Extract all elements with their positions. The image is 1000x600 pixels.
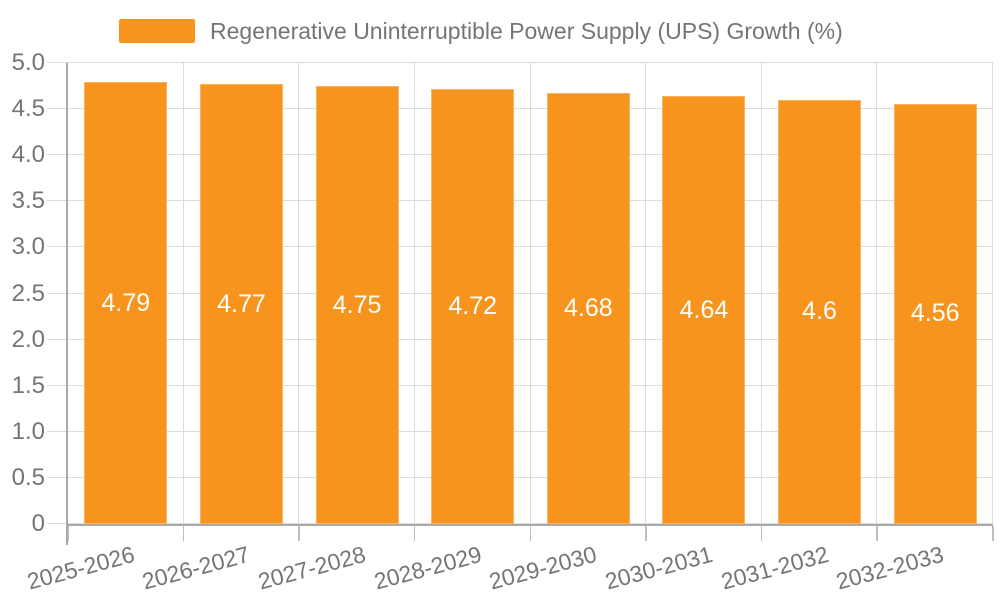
y-tick: [47, 384, 68, 386]
x-axis-line: [68, 524, 993, 526]
y-axis-label: 4.5: [11, 95, 45, 123]
y-gridline: [68, 108, 993, 110]
bar-value-label: 4.75: [332, 290, 382, 319]
x-tick: [760, 526, 763, 541]
bar[interactable]: 4.79: [84, 82, 168, 524]
y-gridline: [68, 200, 993, 202]
x-tick: [298, 526, 300, 541]
y-gridline: [68, 523, 993, 524]
x-tick: [529, 526, 531, 541]
y-gridline: [68, 338, 993, 340]
y-axis-label: 3.5: [11, 187, 45, 215]
y-axis-label: 2.0: [11, 325, 45, 353]
y-gridline: [68, 292, 993, 294]
bar-value-label: 4.72: [448, 291, 498, 320]
y-axis-label: 0.5: [11, 463, 45, 491]
legend-swatch-icon[interactable]: [119, 19, 195, 43]
y-tick: [47, 246, 68, 248]
y-axis-label: 1.5: [11, 371, 45, 399]
bar[interactable]: 4.56: [893, 103, 977, 524]
y-gridline: [68, 476, 993, 478]
bar-value-label: 4.77: [217, 289, 266, 318]
bar[interactable]: 4.6: [778, 99, 862, 524]
bar-value-label: 4.68: [563, 293, 613, 322]
y-gridline: [68, 430, 993, 432]
y-tick: [47, 338, 68, 340]
x-gridline: [992, 63, 993, 524]
y-axis-label: 0: [31, 510, 45, 537]
x-tick: [992, 526, 994, 541]
bar-value-label: 4.79: [101, 288, 151, 317]
y-tick: [47, 154, 68, 156]
y-tick: [47, 62, 68, 63]
bar[interactable]: 4.75: [315, 86, 399, 524]
legend-label[interactable]: Regenerative Uninterruptible Power Suppl…: [210, 17, 843, 44]
bar[interactable]: 4.77: [199, 84, 283, 524]
y-gridline: [68, 154, 993, 156]
y-tick: [47, 292, 68, 294]
bar-value-label: 4.56: [910, 299, 960, 328]
x-tick: [645, 526, 647, 541]
y-axis-label: 2.5: [11, 279, 45, 307]
x-gridline: [529, 63, 531, 524]
x-tick: [413, 526, 416, 541]
y-axis-label: 5.0: [11, 49, 45, 76]
y-tick: [47, 430, 68, 432]
x-gridline: [182, 63, 184, 524]
bar[interactable]: 4.68: [546, 92, 630, 524]
bar-value-label: 4.6: [802, 297, 837, 326]
x-tick: [876, 526, 878, 541]
legend[interactable]: Regenerative Uninterruptible Power Suppl…: [119, 17, 843, 45]
x-gridline: [760, 63, 762, 524]
y-gridline: [68, 62, 993, 63]
x-gridline: [298, 63, 300, 524]
x-gridline: [876, 63, 878, 524]
bar[interactable]: 4.72: [431, 88, 515, 524]
bar-value-label: 4.64: [679, 295, 729, 324]
bar[interactable]: 4.64: [662, 96, 746, 524]
y-tick: [47, 108, 68, 110]
y-axis-label: 1.0: [11, 417, 45, 445]
x-tick: [182, 526, 185, 541]
y-axis-line: [66, 63, 68, 545]
y-axis-label: 4.0: [11, 141, 45, 169]
y-gridline: [68, 384, 993, 386]
x-gridline: [645, 63, 647, 524]
y-gridline: [68, 246, 993, 248]
x-gridline: [413, 63, 415, 524]
y-axis-label: 3.0: [11, 233, 45, 261]
y-tick: [47, 523, 68, 524]
y-tick: [47, 200, 68, 202]
y-tick: [47, 476, 68, 478]
